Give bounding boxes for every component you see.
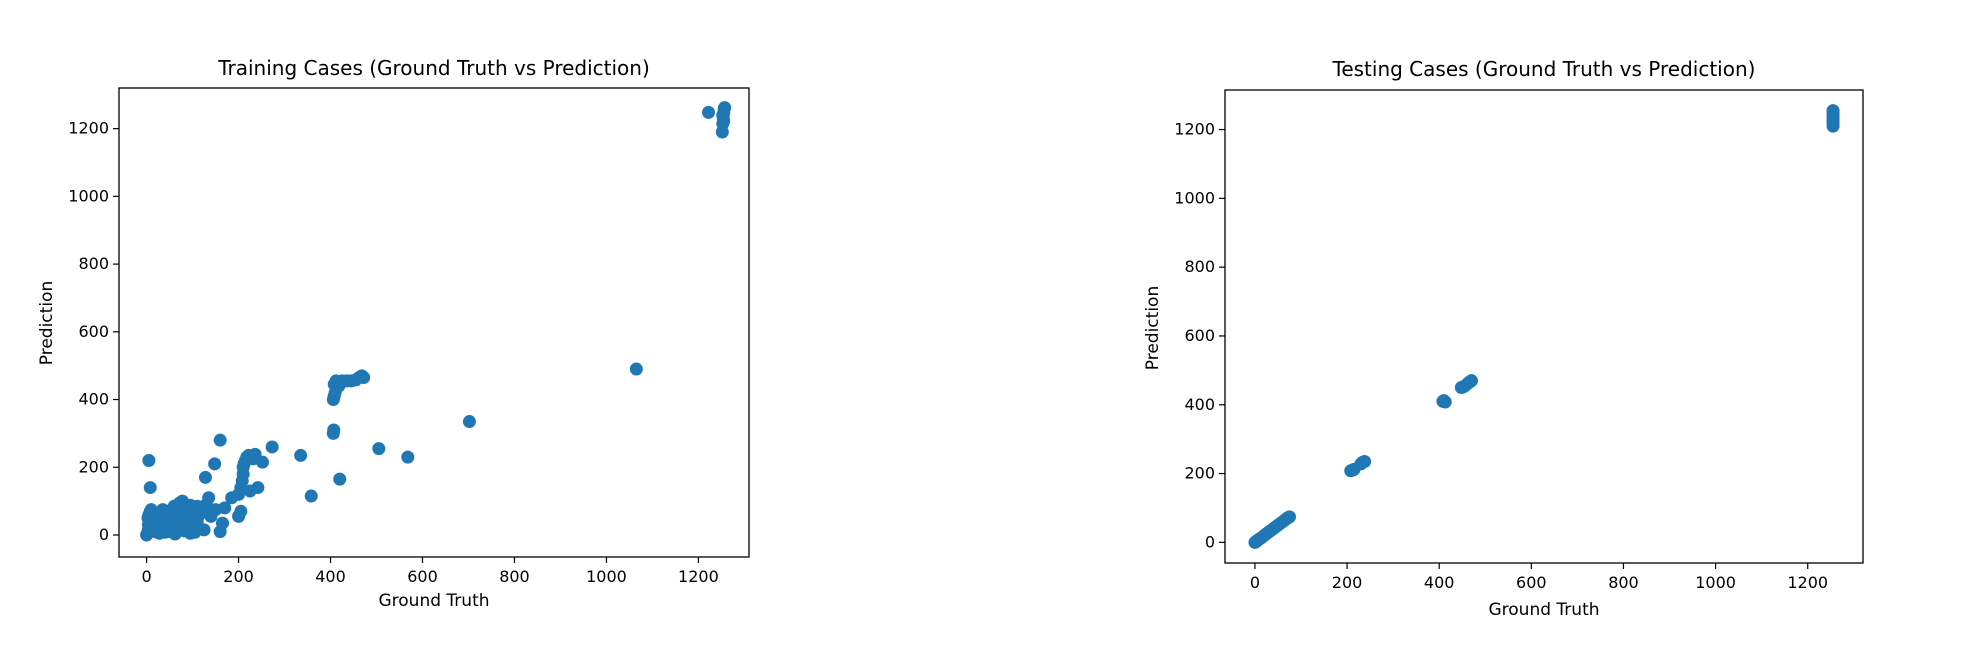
training-data-point [197,504,211,518]
testing-chart-title: Testing Cases (Ground Truth vs Predictio… [1332,57,1756,81]
testing-y-tick-label: 600 [1184,326,1215,345]
training-data-point [208,457,222,471]
testing-x-tick-label: 1200 [1787,573,1828,592]
training-x-axis-label: Ground Truth [378,591,489,611]
testing-y-tick-label: 400 [1184,395,1215,414]
training-y-tick-label: 1000 [68,186,109,205]
testing-x-axis-label: Ground Truth [1488,600,1599,620]
testing-y-tick-label: 0 [1205,532,1215,551]
training-y-tick-label: 200 [78,457,109,476]
testing-data-point [1282,510,1296,524]
training-data-point [327,423,341,437]
training-chart-title: Training Cases (Ground Truth vs Predicti… [217,56,650,80]
training-plot-frame [118,87,750,558]
training-y-axis-label: Prediction [37,281,57,365]
training-y-tick-label: 1200 [68,119,109,138]
training-y-tick-label: 800 [78,254,109,273]
training-data-point [251,481,265,495]
training-data-point [717,114,731,128]
testing-data-point [1464,374,1478,388]
training-x-tick-label: 200 [223,567,254,586]
training-data-point [143,481,157,495]
testing-y-tick-label: 1000 [1174,188,1215,207]
testing-y-tick-label: 800 [1184,257,1215,276]
training-data-point [357,371,371,385]
testing-x-tick-label: 800 [1608,573,1639,592]
training-data-point [265,440,279,454]
training-y-tick-label: 400 [78,390,109,409]
training-data-point [142,453,156,467]
training-data-point [197,523,211,537]
training-data-point [333,472,347,486]
testing-x-tick-label: 400 [1424,573,1455,592]
training-data-point [629,362,643,376]
training-data-point [198,470,212,484]
training-data-point [702,105,716,119]
training-x-tick-label: 600 [407,567,438,586]
training-data-point [372,442,386,456]
testing-axes: 0 200 400 600 800 1000 1200 0 200 400 600 800 1000 12… [1174,120,1828,592]
training-x-tick-label: 400 [315,567,346,586]
testing-plot-frame [1224,89,1864,564]
training-data-point [294,448,308,462]
testing-y-tick-label: 200 [1184,464,1215,483]
training-data-point [234,504,248,518]
training-x-tick-label: 0 [141,567,151,586]
testing-y-tick-label: 1200 [1174,120,1215,139]
training-x-tick-label: 1000 [586,567,627,586]
testing-x-tick-label: 200 [1332,573,1363,592]
testing-points [1248,104,1840,549]
training-data-point [202,491,216,505]
training-y-tick-label: 600 [78,322,109,341]
training-data-point [213,433,227,447]
testing-data-point [1438,395,1452,409]
testing-x-tick-label: 600 [1516,573,1547,592]
training-y-tick-label: 0 [99,525,109,544]
testing-x-tick-label: 0 [1250,573,1260,592]
testing-x-tick-label: 1000 [1695,573,1736,592]
testing-data-point [1826,104,1840,118]
testing-scatter-plot: Testing Cases (Ground Truth vs Predictio… [1143,57,1864,620]
training-scatter-plot: Training Cases (Ground Truth vs Predicti… [37,56,750,611]
training-points [140,101,732,542]
training-data-point [304,489,318,503]
training-x-tick-label: 800 [499,567,530,586]
training-x-tick-label: 1200 [678,567,719,586]
training-axes: 0 200 400 600 800 1000 1200 0 200 400 600 800 1000 12… [68,119,718,586]
testing-y-axis-label: Prediction [1143,286,1163,370]
training-data-point [215,516,229,530]
training-data-point [255,455,269,469]
training-data-point [218,501,232,515]
training-data-point [401,450,415,464]
testing-data-point [1358,455,1372,469]
training-data-point [462,415,476,429]
